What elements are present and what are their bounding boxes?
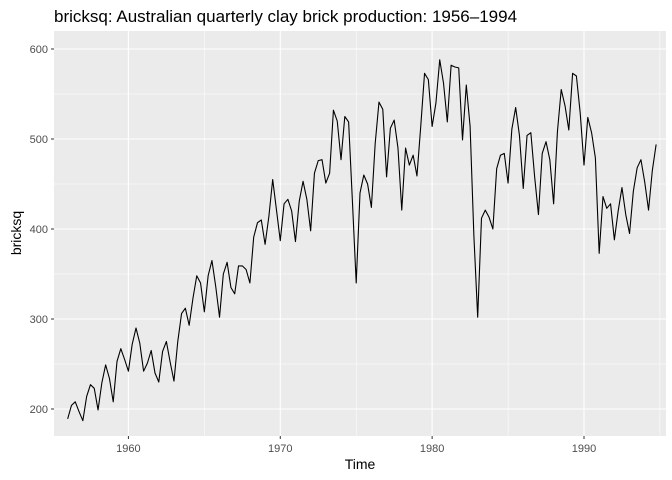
x-tick-label: 1990 [572, 443, 596, 455]
y-tick-label: 600 [30, 44, 48, 56]
y-tick-label: 400 [30, 224, 48, 236]
series-line-bricksq [67, 59, 657, 422]
y-axis-title: bricksq [8, 211, 24, 255]
x-tick-label: 1960 [116, 443, 140, 455]
x-axis: 1960 1970 1980 1990 [116, 436, 596, 455]
y-axis: 200 300 400 500 600 [30, 44, 54, 416]
y-tick-label: 200 [30, 404, 48, 416]
x-tick-label: 1980 [420, 443, 444, 455]
x-axis-title: Time [345, 456, 376, 472]
chart-title: bricksq: Australian quarterly clay brick… [54, 7, 517, 26]
plot-panel [54, 31, 666, 436]
x-tick-label: 1970 [268, 443, 292, 455]
y-tick-label: 300 [30, 314, 48, 326]
y-tick-label: 500 [30, 134, 48, 146]
